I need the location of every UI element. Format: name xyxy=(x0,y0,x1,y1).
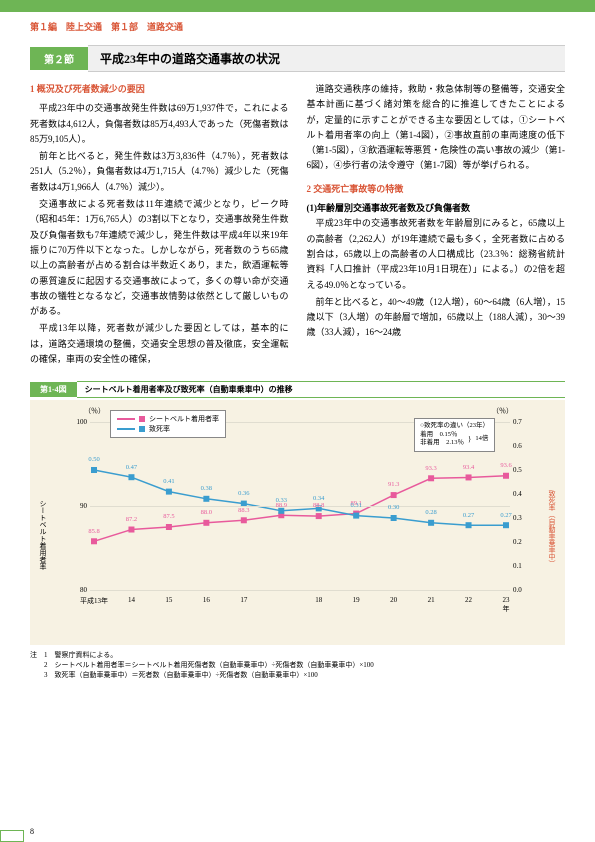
seatbelt-markers xyxy=(91,473,509,545)
para: 交通事故による死者数は11年連続で減少となり，ピーク時（昭和45年：1万6,76… xyxy=(30,197,289,319)
note-box: ○致死率の違い（23年） 着用 0.15％ 非着用 2.13％ } 14倍 xyxy=(414,418,495,451)
para: 前年と比べると，40～49歳（12人増），60～64歳（6人増），15歳以下（3… xyxy=(307,295,566,341)
seatbelt-line xyxy=(94,476,506,542)
note-line: 非着用 2.13％ xyxy=(420,439,464,447)
legend-box: シートベルト着用者率 致死率 xyxy=(110,410,226,438)
legend-row-seatbelt: シートベルト着用者率 xyxy=(117,414,219,424)
para: 平成23年中の交通事故発生件数は69万1,937件で，これによる死者数は4,61… xyxy=(30,101,289,147)
legend-swatch-pink xyxy=(117,418,135,420)
para: 前年と比べると，発生件数は3万3,836件（4.7％），死者数は251人（5.2… xyxy=(30,149,289,195)
legend-label: シートベルト着用者率 xyxy=(149,414,219,424)
right-column: 道路交通秩序の維持，救助・救急体制等の整備等，交通安全基本計画に基づく諸対策を総… xyxy=(307,82,566,369)
page-number: 8 xyxy=(30,827,34,836)
legend-label: 致死率 xyxy=(149,424,170,434)
para: 道路交通秩序の維持，救助・救急体制等の整備等，交通安全基本計画に基づく諸対策を総… xyxy=(307,82,566,174)
chart-header: 第1-4図 シートベルト着用者率及び致死率（自動車乗車中）の推移 xyxy=(30,381,565,398)
subhead-2: 2 交通死亡事故等の特徴 xyxy=(307,182,566,197)
note-ratio: 14倍 xyxy=(475,435,488,443)
breadcrumb: 第１編 陸上交通 第１部 道路交通 xyxy=(0,12,595,41)
section-tab: 第２節 xyxy=(30,47,88,70)
y-unit-left: （％） xyxy=(84,406,105,416)
note-line: 着用 0.15％ xyxy=(420,431,464,439)
note-line: 注 1 警察庁資料による。 xyxy=(30,651,565,661)
chart-notes: 注 1 警察庁資料による。 2 シートベルト着用者率＝シートベルト着用死傷者数（… xyxy=(30,651,565,680)
y-label-left: シートベルト着用者率 xyxy=(38,500,48,570)
left-column: 1 概況及び死者数減少の要因 平成23年中の交通事故発生件数は69万1,937件… xyxy=(30,82,289,369)
para: 平成13年以降，死者数が減少した要因としては，基本的には，道路交通環境の整備，交… xyxy=(30,321,289,367)
legend-swatch-blue xyxy=(117,428,135,430)
chart-tab: 第1-4図 xyxy=(30,382,77,397)
section-title: 平成23年中の道路交通事故の状況 xyxy=(88,45,565,72)
sub-item: (1)年齢層別交通事故死者数及び負傷者数 xyxy=(307,201,566,216)
chart-box: （％） （％） シートベルト着用者率 致死率（自動車乗車中） 80901000.… xyxy=(30,400,565,645)
section-header: 第２節 平成23年中の道路交通事故の状況 xyxy=(30,45,565,72)
footer-corner xyxy=(0,830,24,842)
fatality-markers xyxy=(91,467,509,528)
subhead-1: 1 概況及び死者数減少の要因 xyxy=(30,82,289,97)
chart-section: 第1-4図 シートベルト着用者率及び致死率（自動車乗車中）の推移 （％） （％）… xyxy=(30,381,565,645)
y-label-right: 致死率（自動車乗車中） xyxy=(547,490,557,567)
note-line: 2 シートベルト着用者率＝シートベルト着用死傷者数（自動車乗車中）÷死傷者数（自… xyxy=(30,661,565,671)
para: 平成23年中の交通事故死者数を年齢層別にみると，65歳以上の高齢者（2,262人… xyxy=(307,216,566,292)
legend-marker-pink xyxy=(139,416,145,422)
note-line: 3 致死率（自動車乗車中）＝死者数（自動車乗車中）÷死傷者数（自動車乗車中）×1… xyxy=(30,671,565,681)
y-unit-right: （％） xyxy=(492,406,513,416)
body-columns: 1 概況及び死者数減少の要因 平成23年中の交通事故発生件数は69万1,937件… xyxy=(0,82,595,369)
legend-marker-blue xyxy=(139,426,145,432)
chart-title: シートベルト着用者率及び致死率（自動車乗車中）の推移 xyxy=(77,381,565,398)
top-green-bar xyxy=(0,0,595,12)
legend-row-fatality: 致死率 xyxy=(117,424,219,434)
note-title: ○致死率の違い（23年） xyxy=(420,422,489,430)
